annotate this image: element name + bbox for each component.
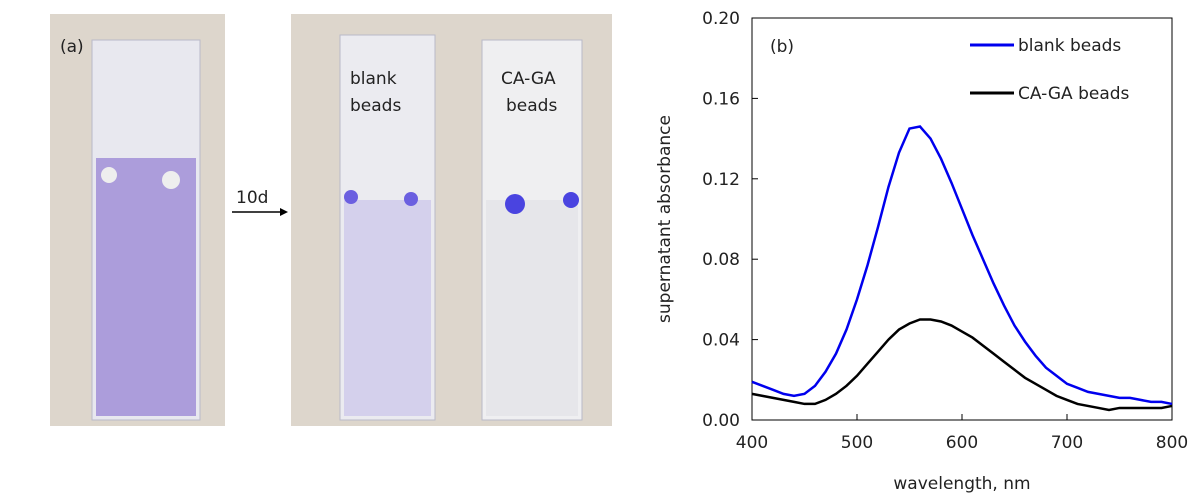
arrow-head [280, 208, 288, 216]
plot-frame [751, 17, 1173, 421]
y-tick-label: 0.12 [702, 170, 740, 190]
x-axis-label: wavelength, nm [893, 474, 1030, 494]
bead [162, 171, 180, 189]
solution [486, 200, 578, 416]
y-tick-label: 0.16 [702, 89, 740, 109]
y-tick-label: 0.00 [702, 411, 740, 431]
dye-solution [96, 158, 196, 416]
bead [404, 192, 418, 206]
bead [563, 192, 579, 208]
x-tick-label: 800 [1156, 433, 1188, 453]
chart: (b) wavelength, nm supernatant absorbanc… [655, 9, 1188, 494]
bead [505, 194, 525, 214]
sample-label: beads [350, 96, 401, 116]
x-tick-label: 400 [736, 433, 768, 453]
photo-panel: (a) 10d blank beads CA-GA beads [50, 14, 612, 426]
x-tick-label: 600 [946, 433, 978, 453]
y-tick-label: 0.04 [702, 331, 740, 351]
y-tick-label: 0.08 [702, 250, 740, 270]
panel-label: (a) [60, 37, 84, 57]
bead [344, 190, 358, 204]
legend-label: CA-GA beads [1018, 84, 1130, 104]
sample-label: beads [506, 96, 557, 116]
panel-label: (b) [770, 37, 794, 57]
y-tick-label: 0.20 [702, 9, 740, 29]
solution [344, 200, 431, 416]
sample-label: CA-GA [501, 69, 556, 89]
series-line [751, 125, 1173, 406]
x-tick-label: 700 [1051, 433, 1083, 453]
series-line [751, 318, 1173, 412]
photo-gap [225, 14, 291, 426]
legend-label: blank beads [1018, 36, 1121, 56]
sample-label: blank [350, 69, 397, 89]
bead [101, 167, 117, 183]
arrow-label: 10d [236, 188, 268, 208]
y-axis-label: supernatant absorbance [655, 115, 675, 323]
x-tick-label: 500 [841, 433, 873, 453]
